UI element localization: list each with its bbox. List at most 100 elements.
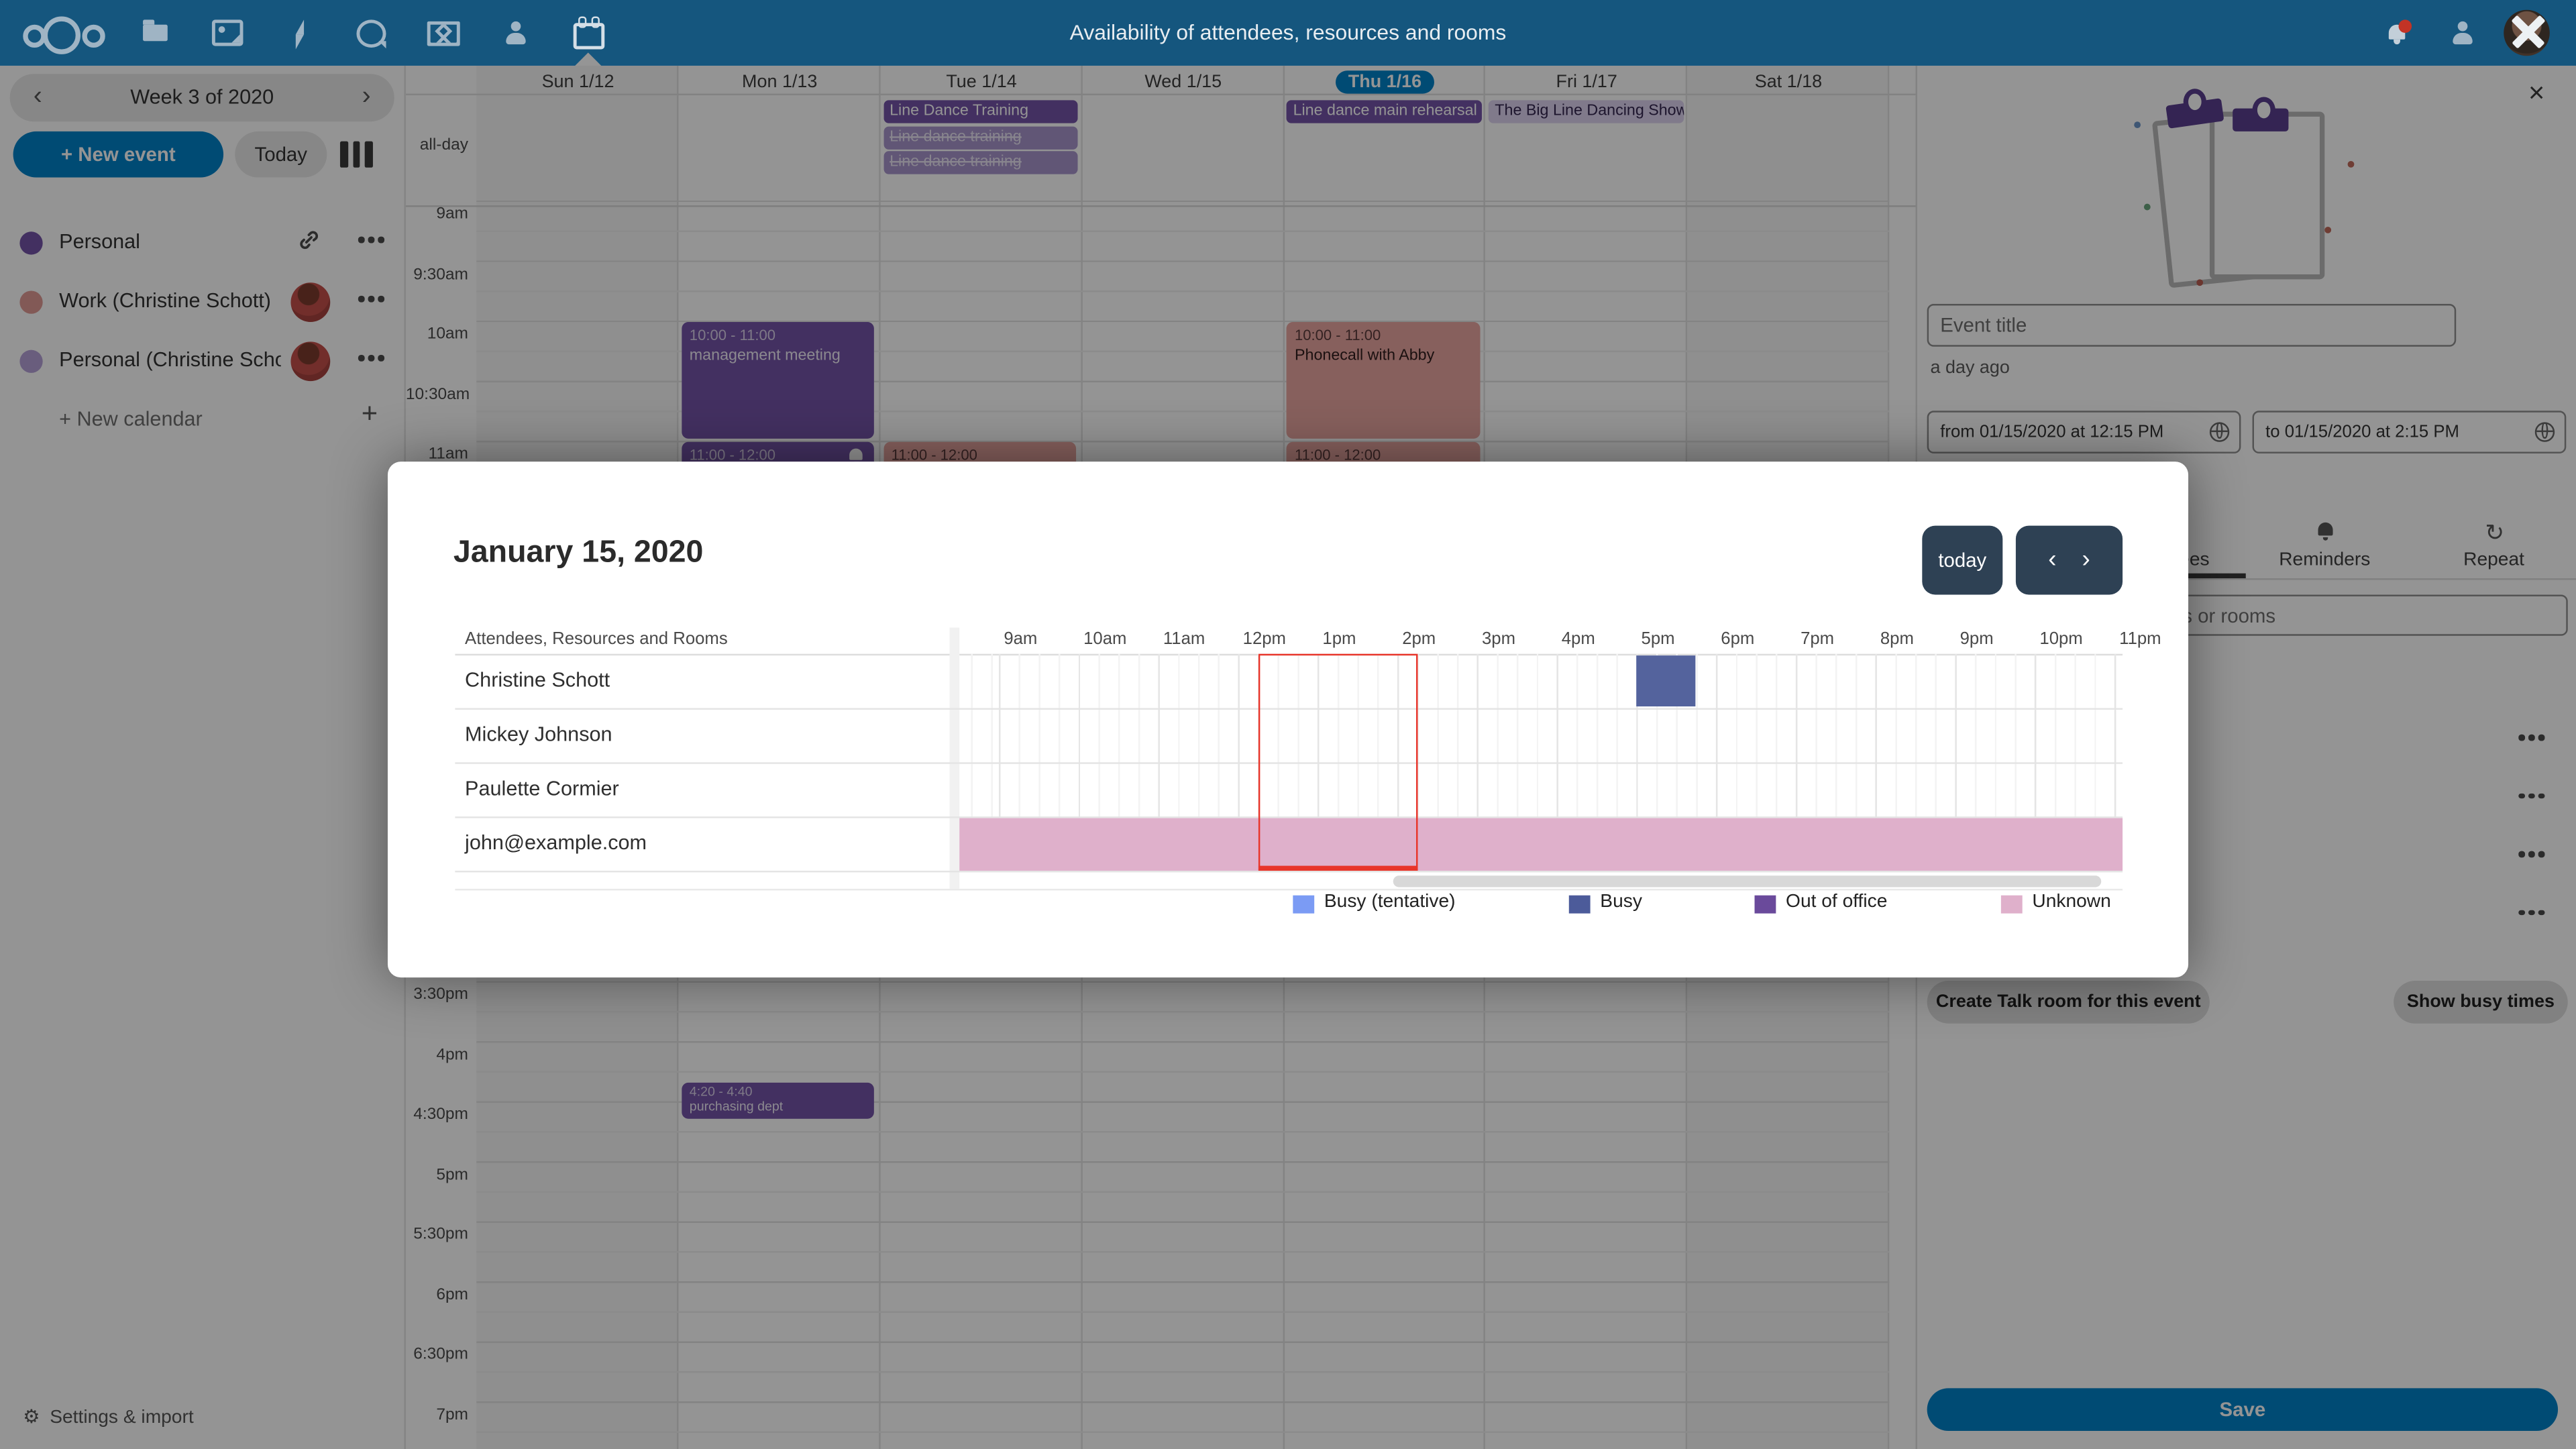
create-talk-room-button[interactable]: Create Talk room for this event: [1927, 981, 2210, 1024]
share-link-icon[interactable]: [297, 228, 320, 251]
show-busy-times-button[interactable]: Show busy times: [2394, 981, 2568, 1024]
week-label: Week 3 of 2020: [130, 85, 274, 109]
timezone-globe-icon[interactable]: [2534, 421, 2555, 441]
save-button[interactable]: Save: [1927, 1388, 2559, 1432]
timezone-globe-icon[interactable]: [2209, 421, 2230, 441]
calendar-name: Personal (Christine Scho…: [59, 348, 281, 372]
time-axis-label: 10:30am: [405, 385, 470, 404]
all-day-event[interactable]: Line dance training: [883, 125, 1079, 149]
nextcloud-logo[interactable]: [23, 13, 105, 54]
calendar-menu-icon[interactable]: [358, 354, 384, 361]
settings-label: Settings & import: [50, 1407, 194, 1428]
talk-app-icon[interactable]: [352, 13, 391, 53]
legend-swatch: [1568, 895, 1591, 914]
day-header[interactable]: Mon 1/13: [742, 72, 818, 93]
calendar-event[interactable]: 4:20 - 4:40 purchasing dept: [681, 1082, 875, 1119]
tab-label: Reminders: [2279, 550, 2371, 570]
hour-axis-label: 3pm: [1481, 629, 1516, 649]
plus-icon: +: [361, 397, 378, 429]
hour-axis-label: 8pm: [1880, 629, 1914, 649]
unknown-availability-block: [959, 817, 2123, 870]
calendar-event[interactable]: 10:00 - 11:00 Phonecall with Abby: [1286, 322, 1481, 439]
contacts-app-icon[interactable]: [496, 13, 536, 53]
legend-label: Busy: [1600, 892, 1642, 912]
all-day-event[interactable]: Line dance training: [883, 151, 1079, 174]
all-day-event[interactable]: The Big Line Dancing Show: [1488, 100, 1684, 123]
all-day-event[interactable]: Line Dance Training: [883, 100, 1079, 123]
activity-app-icon[interactable]: [279, 13, 319, 53]
close-icon[interactable]: ×: [2528, 77, 2545, 109]
busy-block: [1636, 655, 1697, 707]
day-header[interactable]: Wed 1/15: [1144, 72, 1222, 93]
day-header[interactable]: Sat 1/18: [1754, 72, 1823, 93]
calendar-list-item[interactable]: Personal: [0, 213, 406, 272]
day-header[interactable]: Tue 1/14: [946, 72, 1017, 93]
modal-today-button[interactable]: today: [1922, 525, 2003, 595]
previous-week-button[interactable]: ‹: [33, 82, 42, 111]
calendar-event[interactable]: 10:00 - 11:00 management meeting: [681, 322, 875, 439]
next-day-button[interactable]: ›: [2082, 545, 2090, 574]
event-title-input[interactable]: [1927, 304, 2457, 347]
day-header[interactable]: Sun 1/12: [541, 72, 614, 93]
attendee-row-name: john@example.com: [465, 831, 647, 855]
legend-swatch: [1293, 895, 1315, 914]
new-calendar-button[interactable]: + New calendar +: [0, 391, 406, 450]
settings-and-import[interactable]: ⚙ Settings & import: [23, 1405, 193, 1428]
photos-app-icon[interactable]: [207, 13, 247, 53]
row-divider: [455, 870, 2123, 873]
to-datetime-field[interactable]: to 01/15/2020 at 2:15 PM: [2252, 411, 2567, 453]
contacts-menu-icon[interactable]: [2443, 13, 2483, 53]
hour-axis-label: 1pm: [1322, 629, 1356, 649]
row-divider: [455, 762, 2123, 764]
files-app-icon[interactable]: [135, 13, 174, 53]
tab-reminders[interactable]: Reminders: [2246, 522, 2404, 578]
event-title: management meeting: [689, 346, 841, 365]
modal-day-nav: ‹ ›: [2015, 525, 2123, 595]
next-week-button[interactable]: ›: [362, 82, 371, 111]
legend-swatch: [2000, 895, 2023, 914]
tab-repeat[interactable]: ↻ Repeat: [2415, 521, 2573, 578]
calendar-list-item[interactable]: Work (Christine Schott): [0, 273, 406, 332]
attendee-menu-icon[interactable]: [2518, 792, 2544, 799]
day-header[interactable]: Thu 1/16: [1284, 70, 1486, 95]
notifications-bell-icon[interactable]: [2377, 13, 2417, 53]
attendee-row-name: Mickey Johnson: [465, 722, 612, 746]
new-event-button[interactable]: + New event: [13, 131, 224, 178]
attendee-row-name: Paulette Cormier: [465, 777, 619, 800]
time-axis-label: 9:30am: [413, 265, 468, 284]
row-divider: [455, 708, 2123, 710]
day-header[interactable]: Fri 1/17: [1556, 72, 1617, 93]
selection-resize-handle[interactable]: [1258, 865, 1417, 871]
user-avatar[interactable]: [2504, 9, 2550, 56]
bell-icon: [2315, 522, 2337, 542]
event-time: 10:00 - 11:00: [1295, 327, 1381, 344]
today-button[interactable]: Today: [235, 131, 327, 178]
time-axis-label: 4pm: [436, 1046, 468, 1065]
time-axis-label: 7pm: [436, 1406, 468, 1425]
hour-axis-label: 10am: [1083, 629, 1127, 649]
event-title: Phonecall with Abby: [1295, 346, 1435, 365]
attendee-menu-icon[interactable]: [2518, 909, 2544, 916]
previous-day-button[interactable]: ‹: [2048, 545, 2057, 574]
calendar-app-icon[interactable]: [568, 13, 608, 53]
calendar-color-dot: [19, 290, 43, 314]
horizontal-scrollbar[interactable]: [1393, 875, 2102, 888]
event-time-selection[interactable]: [1258, 653, 1417, 871]
from-datetime-field[interactable]: from 01/15/2020 at 12:15 PM: [1927, 411, 2241, 453]
attendee-menu-icon[interactable]: [2518, 734, 2544, 741]
calendar-menu-icon[interactable]: [358, 295, 384, 302]
modal-date-title: January 15, 2020: [453, 535, 704, 570]
all-day-event[interactable]: Line dance main rehearsal: [1286, 100, 1482, 123]
hour-axis-label: 9pm: [1960, 629, 1994, 649]
attendees-column-header: Attendees, Resources and Rooms: [465, 629, 728, 649]
view-toggle-icon[interactable]: [339, 141, 372, 168]
calendar-list-item[interactable]: Personal (Christine Scho…: [0, 332, 406, 391]
time-axis-label: 9am: [436, 205, 468, 224]
attendee-menu-icon[interactable]: [2518, 851, 2544, 857]
calendar-menu-icon[interactable]: [358, 236, 384, 243]
to-datetime-value: to 01/15/2020 at 2:15 PM: [2265, 422, 2459, 442]
hour-axis-label: 4pm: [1561, 629, 1595, 649]
mail-app-icon[interactable]: [424, 13, 464, 53]
tab-label: Repeat: [2463, 550, 2524, 570]
calendar-name: Work (Christine Schott): [59, 289, 272, 313]
